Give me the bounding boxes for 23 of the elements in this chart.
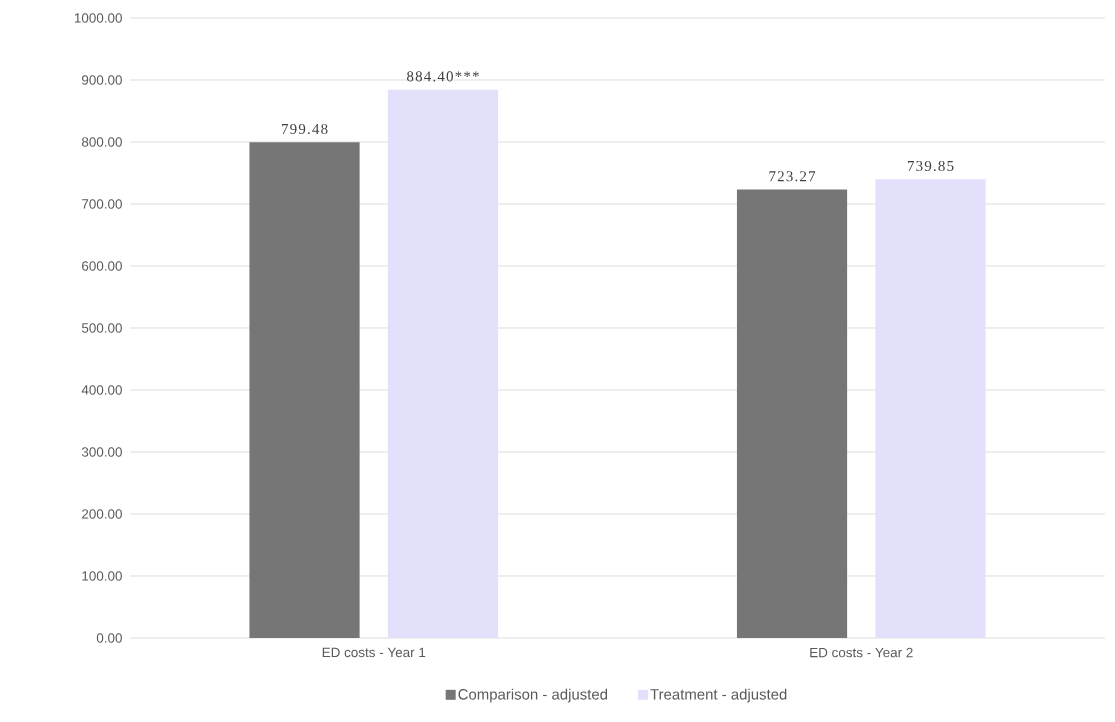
data-label: 723.27: [769, 171, 816, 182]
data-label: 739.85: [907, 160, 954, 172]
y-tick-label: 700.00: [82, 199, 122, 209]
data-label: 799.48: [281, 123, 328, 135]
y-tick-label: 400.00: [81, 385, 122, 395]
y-tick-label: 100.00: [82, 571, 122, 581]
y-tick-label: 800.00: [81, 137, 122, 147]
bar: [875, 179, 986, 638]
bar: [387, 89, 499, 638]
legend-label: Treatment - adjusted: [650, 688, 787, 703]
y-tick-label: 600.00: [82, 261, 122, 271]
bar: [249, 142, 360, 638]
data-label: 884.40***: [407, 71, 479, 82]
y-tick-label: 0.00: [96, 633, 122, 643]
y-tick-label: 200.00: [82, 509, 122, 519]
y-tick-label: 500.00: [81, 323, 122, 333]
y-tick-label: 900.00: [81, 75, 122, 85]
y-tick-label: 1000.00: [74, 13, 122, 23]
y-tick-label: 300.00: [81, 447, 122, 457]
x-tick-label: ED costs - Year 1: [322, 647, 426, 658]
legend-label: Comparison - adjusted: [458, 688, 608, 703]
bar: [736, 189, 848, 638]
x-tick-label: ED costs - Year 2: [810, 647, 913, 658]
